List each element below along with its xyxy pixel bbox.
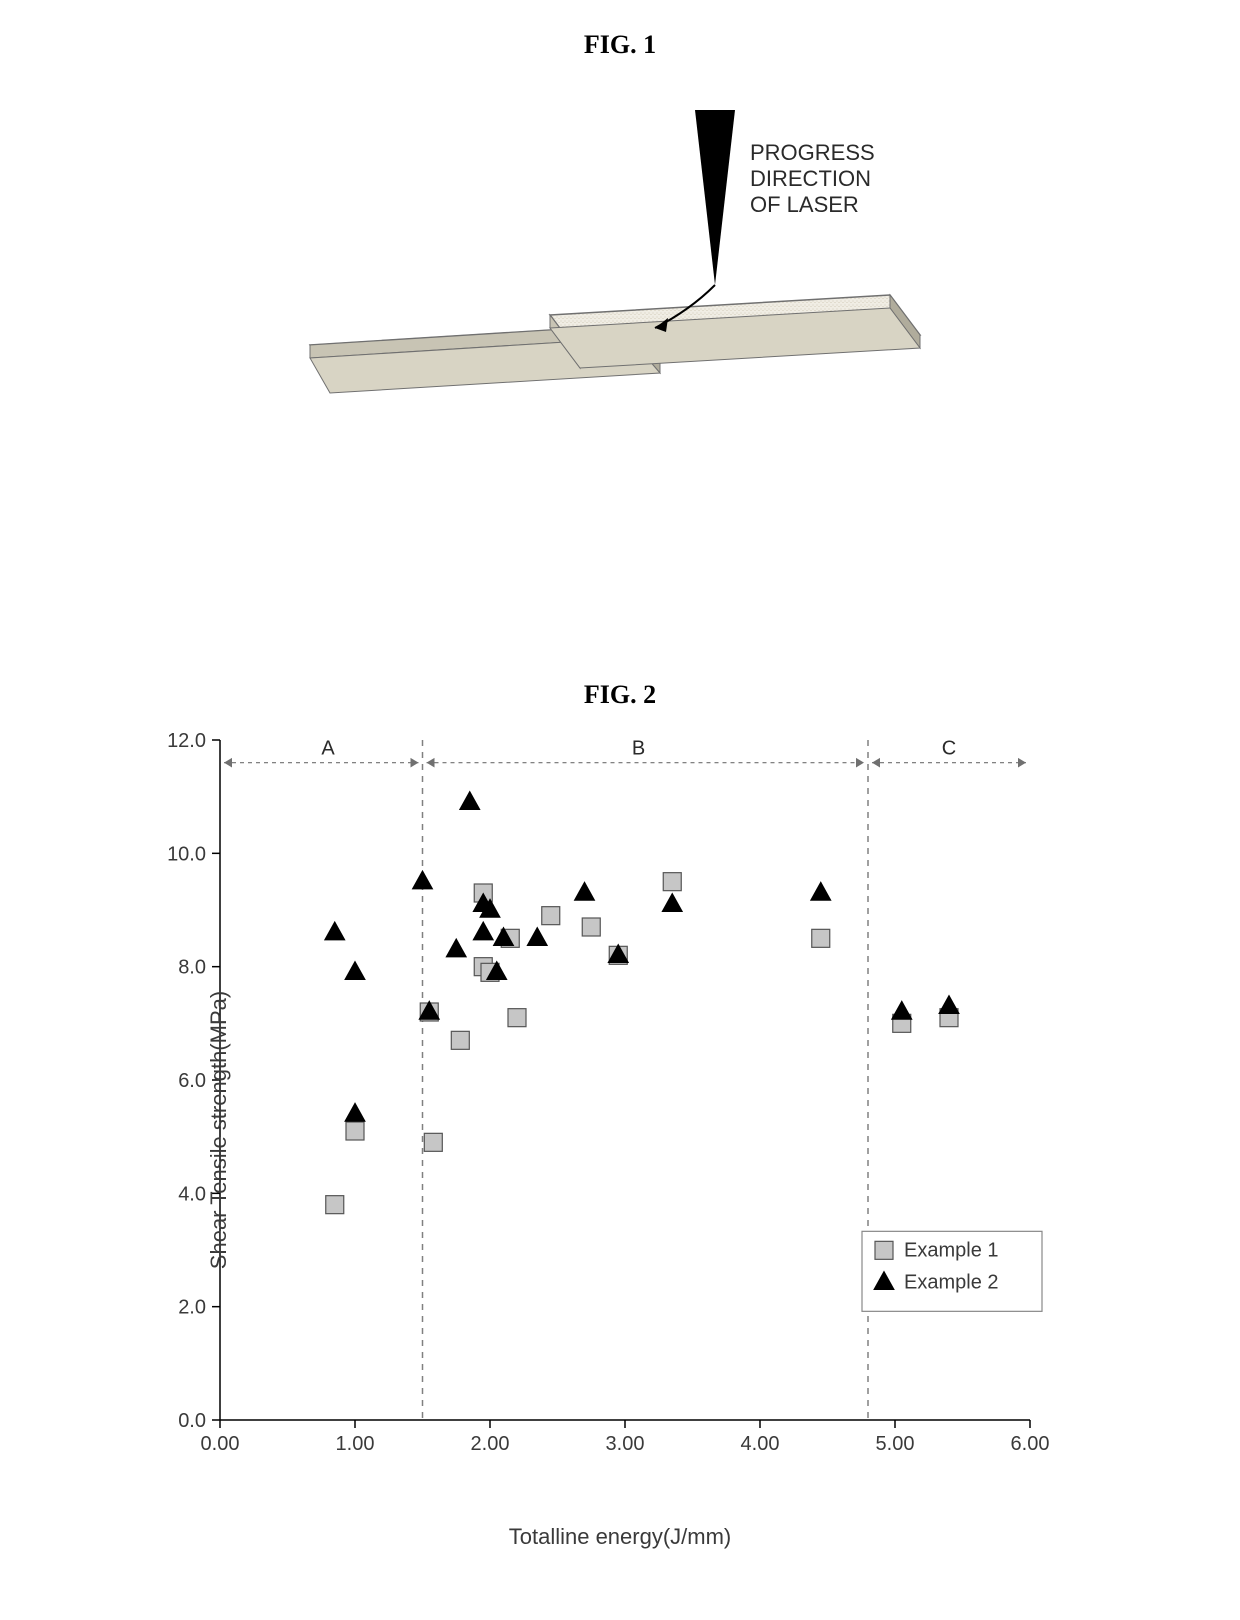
x-tick-label: 0.00	[201, 1433, 240, 1455]
fig2-title: FIG. 2	[0, 680, 1240, 710]
y-tick-label: 6.0	[178, 1070, 206, 1092]
fig2-chart: 0.00 1.00 2.00 3.00 4.00 5.00 6.00 0.0 2.0 4.0 6.0…	[120, 720, 1120, 1490]
data-point-square	[346, 1122, 364, 1140]
top-sheet	[550, 295, 920, 368]
y-axis-label: Shear Tensile strength(MPa)	[206, 991, 232, 1269]
y-tick-label: 0.0	[178, 1410, 206, 1432]
data-point-square	[542, 907, 560, 925]
fig1-diagram: PROGRESS DIRECTION OF LASER	[260, 80, 980, 420]
y-tick-label: 4.0	[178, 1183, 206, 1205]
data-point-triangle	[345, 962, 365, 980]
data-point-triangle	[662, 894, 682, 912]
data-point-triangle	[325, 922, 345, 940]
data-point-triangle	[575, 882, 595, 900]
data-point-triangle	[473, 922, 493, 940]
legend-label: Example 1	[904, 1239, 999, 1261]
y-tick-label: 10.0	[167, 843, 206, 865]
region-label: A	[321, 738, 335, 760]
x-axis-label: Totalline energy(J/mm)	[509, 1524, 732, 1550]
y-tick-label: 2.0	[178, 1297, 206, 1319]
y-tick-label: 8.0	[178, 957, 206, 979]
data-point-triangle	[460, 792, 480, 810]
fig1-annotation-line1: PROGRESS	[750, 140, 875, 165]
region-label: B	[632, 738, 645, 760]
legend-label: Example 2	[904, 1271, 999, 1293]
page: FIG. 1	[0, 0, 1240, 1620]
laser-cone	[695, 110, 735, 285]
data-point-triangle	[446, 939, 466, 957]
data-point-triangle	[527, 928, 547, 946]
data-point-triangle	[892, 1001, 912, 1019]
data-point-square	[451, 1031, 469, 1049]
x-tick-label: 3.00	[606, 1433, 645, 1455]
x-tick-label: 5.00	[876, 1433, 915, 1455]
data-point-square	[326, 1196, 344, 1214]
y-tick-label: 12.0	[167, 730, 206, 752]
data-point-triangle	[811, 882, 831, 900]
data-point-triangle	[345, 1103, 365, 1121]
data-point-square	[875, 1241, 893, 1259]
data-point-square	[663, 873, 681, 891]
fig1-title: FIG. 1	[0, 30, 1240, 60]
x-tick-label: 2.00	[471, 1433, 510, 1455]
data-point-square	[582, 918, 600, 936]
x-tick-label: 6.00	[1011, 1433, 1050, 1455]
fig1-annotation-line2: DIRECTION	[750, 166, 871, 191]
data-point-triangle	[413, 871, 433, 889]
fig1-annotation-line3: OF LASER	[750, 192, 859, 217]
data-point-square	[424, 1133, 442, 1151]
data-point-square	[508, 1009, 526, 1027]
data-point-triangle	[939, 996, 959, 1014]
fig2-container: Shear Tensile strength(MPa) 0.001.002.00…	[120, 720, 1120, 1540]
region-label: C	[942, 738, 956, 760]
data-point-square	[812, 929, 830, 947]
x-tick-label: 4.00	[741, 1433, 780, 1455]
x-tick-label: 1.00	[336, 1433, 375, 1455]
